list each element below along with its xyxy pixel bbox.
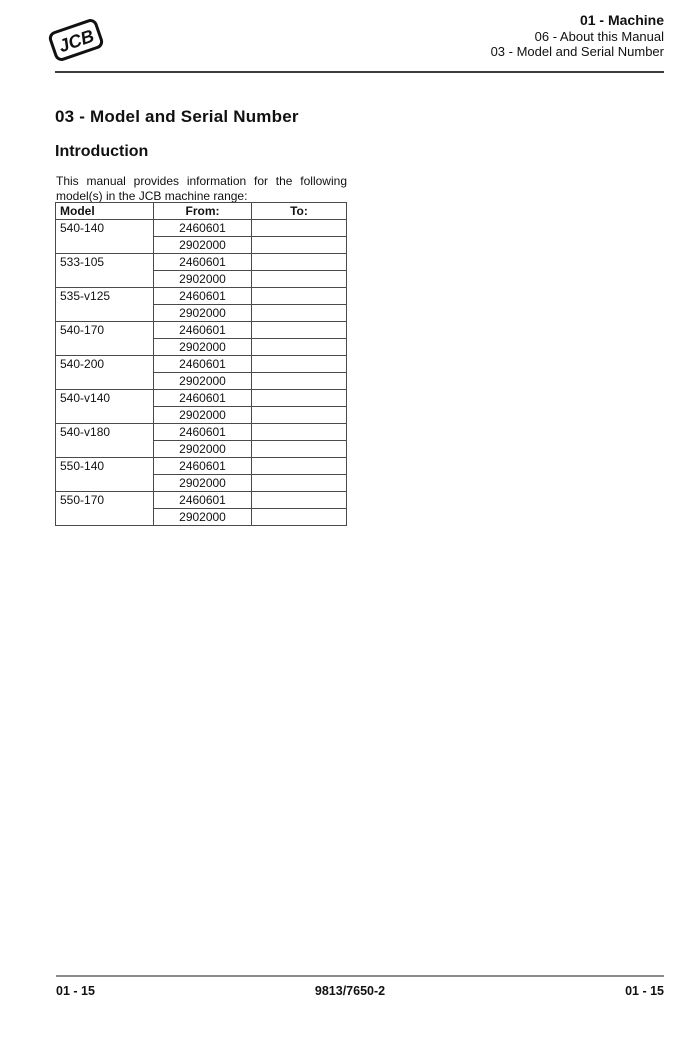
model-cell: 540-170 bbox=[55, 321, 154, 356]
footer-divider bbox=[56, 975, 664, 977]
header-subsection: 03 - Model and Serial Number bbox=[490, 44, 664, 59]
from-cell: 2902000 bbox=[153, 474, 252, 492]
footer-publication-number: 9813/7650-2 bbox=[314, 984, 386, 998]
table-row: 540-v140 2460601 bbox=[55, 389, 347, 424]
from-cell: 2460601 bbox=[153, 287, 252, 305]
table-row: 2902000 bbox=[56, 338, 347, 356]
from-cell: 2902000 bbox=[153, 338, 252, 356]
from-cell: 2902000 bbox=[153, 508, 252, 526]
model-cell: 533-105 bbox=[55, 253, 154, 288]
page-header: 01 - Machine 06 - About this Manual 03 -… bbox=[490, 12, 664, 60]
from-cell: 2902000 bbox=[153, 304, 252, 322]
table-row: 540-v180 2460601 bbox=[55, 423, 347, 458]
from-cell: 2460601 bbox=[153, 253, 252, 271]
header-chapter: 01 - Machine bbox=[579, 12, 664, 28]
table-row: 2902000 bbox=[56, 372, 347, 390]
column-header-to: To: bbox=[251, 202, 347, 220]
model-cell: 540-200 bbox=[55, 355, 154, 390]
to-cell bbox=[251, 457, 347, 475]
model-cell: 550-170 bbox=[55, 491, 154, 526]
to-cell bbox=[251, 270, 347, 288]
header-section: 06 - About this Manual bbox=[534, 28, 664, 44]
model-cell: 535-v125 bbox=[55, 287, 154, 322]
table-row: 540-200 2460601 bbox=[55, 355, 347, 390]
table-row: 2902000 bbox=[56, 440, 347, 458]
from-cell: 2460601 bbox=[153, 219, 252, 237]
table-row: 535-v125 2460601 bbox=[55, 287, 347, 322]
to-cell bbox=[251, 304, 347, 322]
to-cell bbox=[251, 219, 347, 237]
model-cell: 540-140 bbox=[55, 219, 154, 254]
to-cell bbox=[251, 440, 347, 458]
from-cell: 2460601 bbox=[153, 491, 252, 509]
to-cell bbox=[251, 372, 347, 390]
serial-number-table: Model From: To: 540-140 2460601 2902000 533… bbox=[55, 202, 347, 526]
table-row: 2902000 bbox=[56, 304, 347, 322]
to-cell bbox=[251, 474, 347, 492]
to-cell bbox=[251, 508, 347, 526]
from-cell: 2460601 bbox=[153, 423, 252, 441]
intro-paragraph: This manual provides information for the… bbox=[56, 174, 347, 203]
table-header-row: Model From: To: bbox=[55, 202, 347, 220]
to-cell bbox=[251, 321, 347, 339]
table-row: 550-140 2460601 bbox=[55, 457, 347, 492]
column-header-model: Model bbox=[55, 202, 154, 220]
model-cell: 540-v180 bbox=[55, 423, 154, 458]
table-row: 2902000 bbox=[56, 270, 347, 288]
to-cell bbox=[251, 491, 347, 509]
table-row: 540-140 2460601 bbox=[55, 219, 347, 254]
header-divider bbox=[55, 71, 664, 73]
model-cell: 550-140 bbox=[55, 457, 154, 492]
column-header-from: From: bbox=[153, 202, 252, 220]
to-cell bbox=[251, 287, 347, 305]
footer-page-number-right: 01 - 15 bbox=[625, 984, 664, 998]
table-row: 2902000 bbox=[56, 508, 347, 526]
from-cell: 2460601 bbox=[153, 321, 252, 339]
footer-page-number-left: 01 - 15 bbox=[56, 984, 95, 998]
to-cell bbox=[251, 236, 347, 254]
to-cell bbox=[251, 253, 347, 271]
jcb-logo-icon: JCB bbox=[48, 19, 104, 61]
from-cell: 2902000 bbox=[153, 406, 252, 424]
jcb-logo: JCB bbox=[40, 10, 112, 72]
page-title: 03 - Model and Serial Number bbox=[55, 107, 299, 126]
table-row: 533-105 2460601 bbox=[55, 253, 347, 288]
from-cell: 2902000 bbox=[153, 440, 252, 458]
table-row: 2902000 bbox=[56, 236, 347, 254]
table-row: 540-170 2460601 bbox=[55, 321, 347, 356]
intro-line-2: model(s) in the JCB machine range: bbox=[56, 188, 248, 203]
from-cell: 2460601 bbox=[153, 355, 252, 373]
to-cell bbox=[251, 423, 347, 441]
from-cell: 2460601 bbox=[153, 457, 252, 475]
model-cell: 540-v140 bbox=[55, 389, 154, 424]
to-cell bbox=[251, 338, 347, 356]
page-footer: 01 - 15 9813/7650-2 01 - 15 bbox=[0, 984, 700, 1000]
to-cell bbox=[251, 406, 347, 424]
table-row: 550-170 2460601 bbox=[55, 491, 347, 526]
from-cell: 2902000 bbox=[153, 236, 252, 254]
to-cell bbox=[251, 389, 347, 407]
intro-line-1: This manual provides information for the… bbox=[56, 174, 347, 188]
from-cell: 2460601 bbox=[153, 389, 252, 407]
from-cell: 2902000 bbox=[153, 270, 252, 288]
section-heading-introduction: Introduction bbox=[55, 143, 149, 160]
from-cell: 2902000 bbox=[153, 372, 252, 390]
to-cell bbox=[251, 355, 347, 373]
